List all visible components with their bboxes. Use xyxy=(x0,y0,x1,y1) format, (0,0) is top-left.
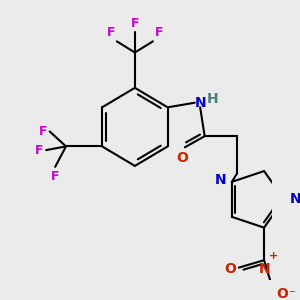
Text: F: F xyxy=(39,125,47,138)
Text: O: O xyxy=(277,286,289,300)
Text: O: O xyxy=(224,262,236,277)
Text: F: F xyxy=(51,169,59,183)
Text: F: F xyxy=(130,17,139,30)
Text: F: F xyxy=(155,26,163,40)
Text: N: N xyxy=(194,96,206,110)
Text: O: O xyxy=(176,151,188,165)
Text: H: H xyxy=(207,92,219,106)
Text: ⁻: ⁻ xyxy=(288,288,295,300)
Text: N: N xyxy=(290,192,300,206)
Text: +: + xyxy=(268,251,278,262)
Text: N: N xyxy=(259,262,271,276)
Text: F: F xyxy=(106,26,115,40)
Text: N: N xyxy=(215,173,226,187)
Text: F: F xyxy=(35,144,44,157)
